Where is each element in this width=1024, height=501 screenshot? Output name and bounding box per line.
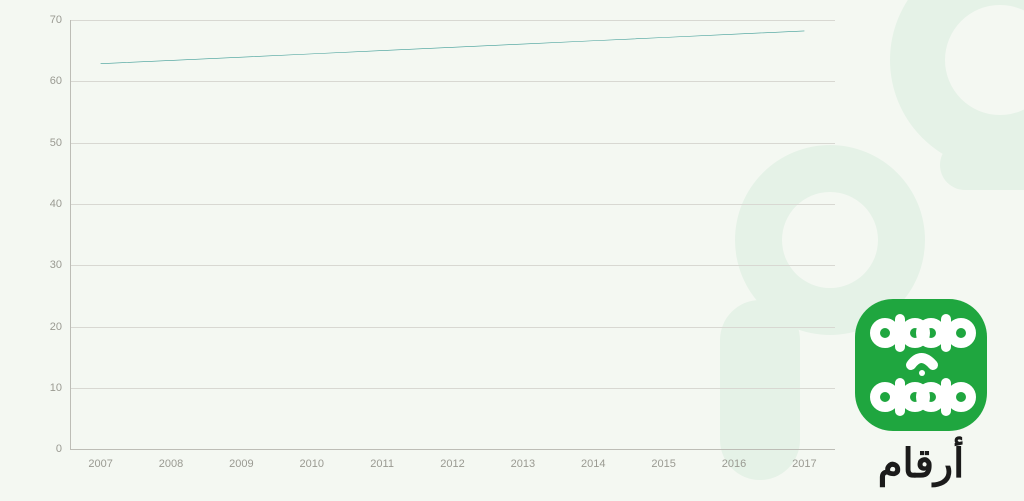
line-chart: 70 60 50 40 30 20 10 0 2007 2008 2009 20… (20, 20, 840, 480)
x-tick-label: 2017 (792, 458, 816, 470)
series-line (70, 20, 835, 501)
x-tick-label: 2008 (159, 458, 183, 470)
brand-text: أرقام (836, 441, 1006, 487)
y-tick-label: 30 (20, 259, 62, 271)
x-tick-label: 2015 (651, 458, 675, 470)
y-tick-label: 10 (20, 382, 62, 394)
plot-area: 70 60 50 40 30 20 10 0 2007 2008 2009 20… (20, 20, 840, 480)
x-tick-label: 2014 (581, 458, 605, 470)
y-tick-label: 0 (20, 443, 62, 455)
y-tick-label: 70 (20, 14, 62, 26)
brand-watermark: أرقام (836, 295, 1006, 487)
y-tick-label: 40 (20, 198, 62, 210)
x-tick-label: 2016 (722, 458, 746, 470)
brand-logo-icon (851, 295, 991, 435)
y-tick-label: 60 (20, 75, 62, 87)
y-tick-label: 50 (20, 137, 62, 149)
x-tick-label: 2010 (299, 458, 323, 470)
x-tick-label: 2009 (229, 458, 253, 470)
x-tick-label: 2013 (511, 458, 535, 470)
x-tick-label: 2007 (88, 458, 112, 470)
y-tick-label: 20 (20, 321, 62, 333)
x-tick-label: 2011 (370, 458, 394, 470)
x-tick-label: 2012 (440, 458, 464, 470)
